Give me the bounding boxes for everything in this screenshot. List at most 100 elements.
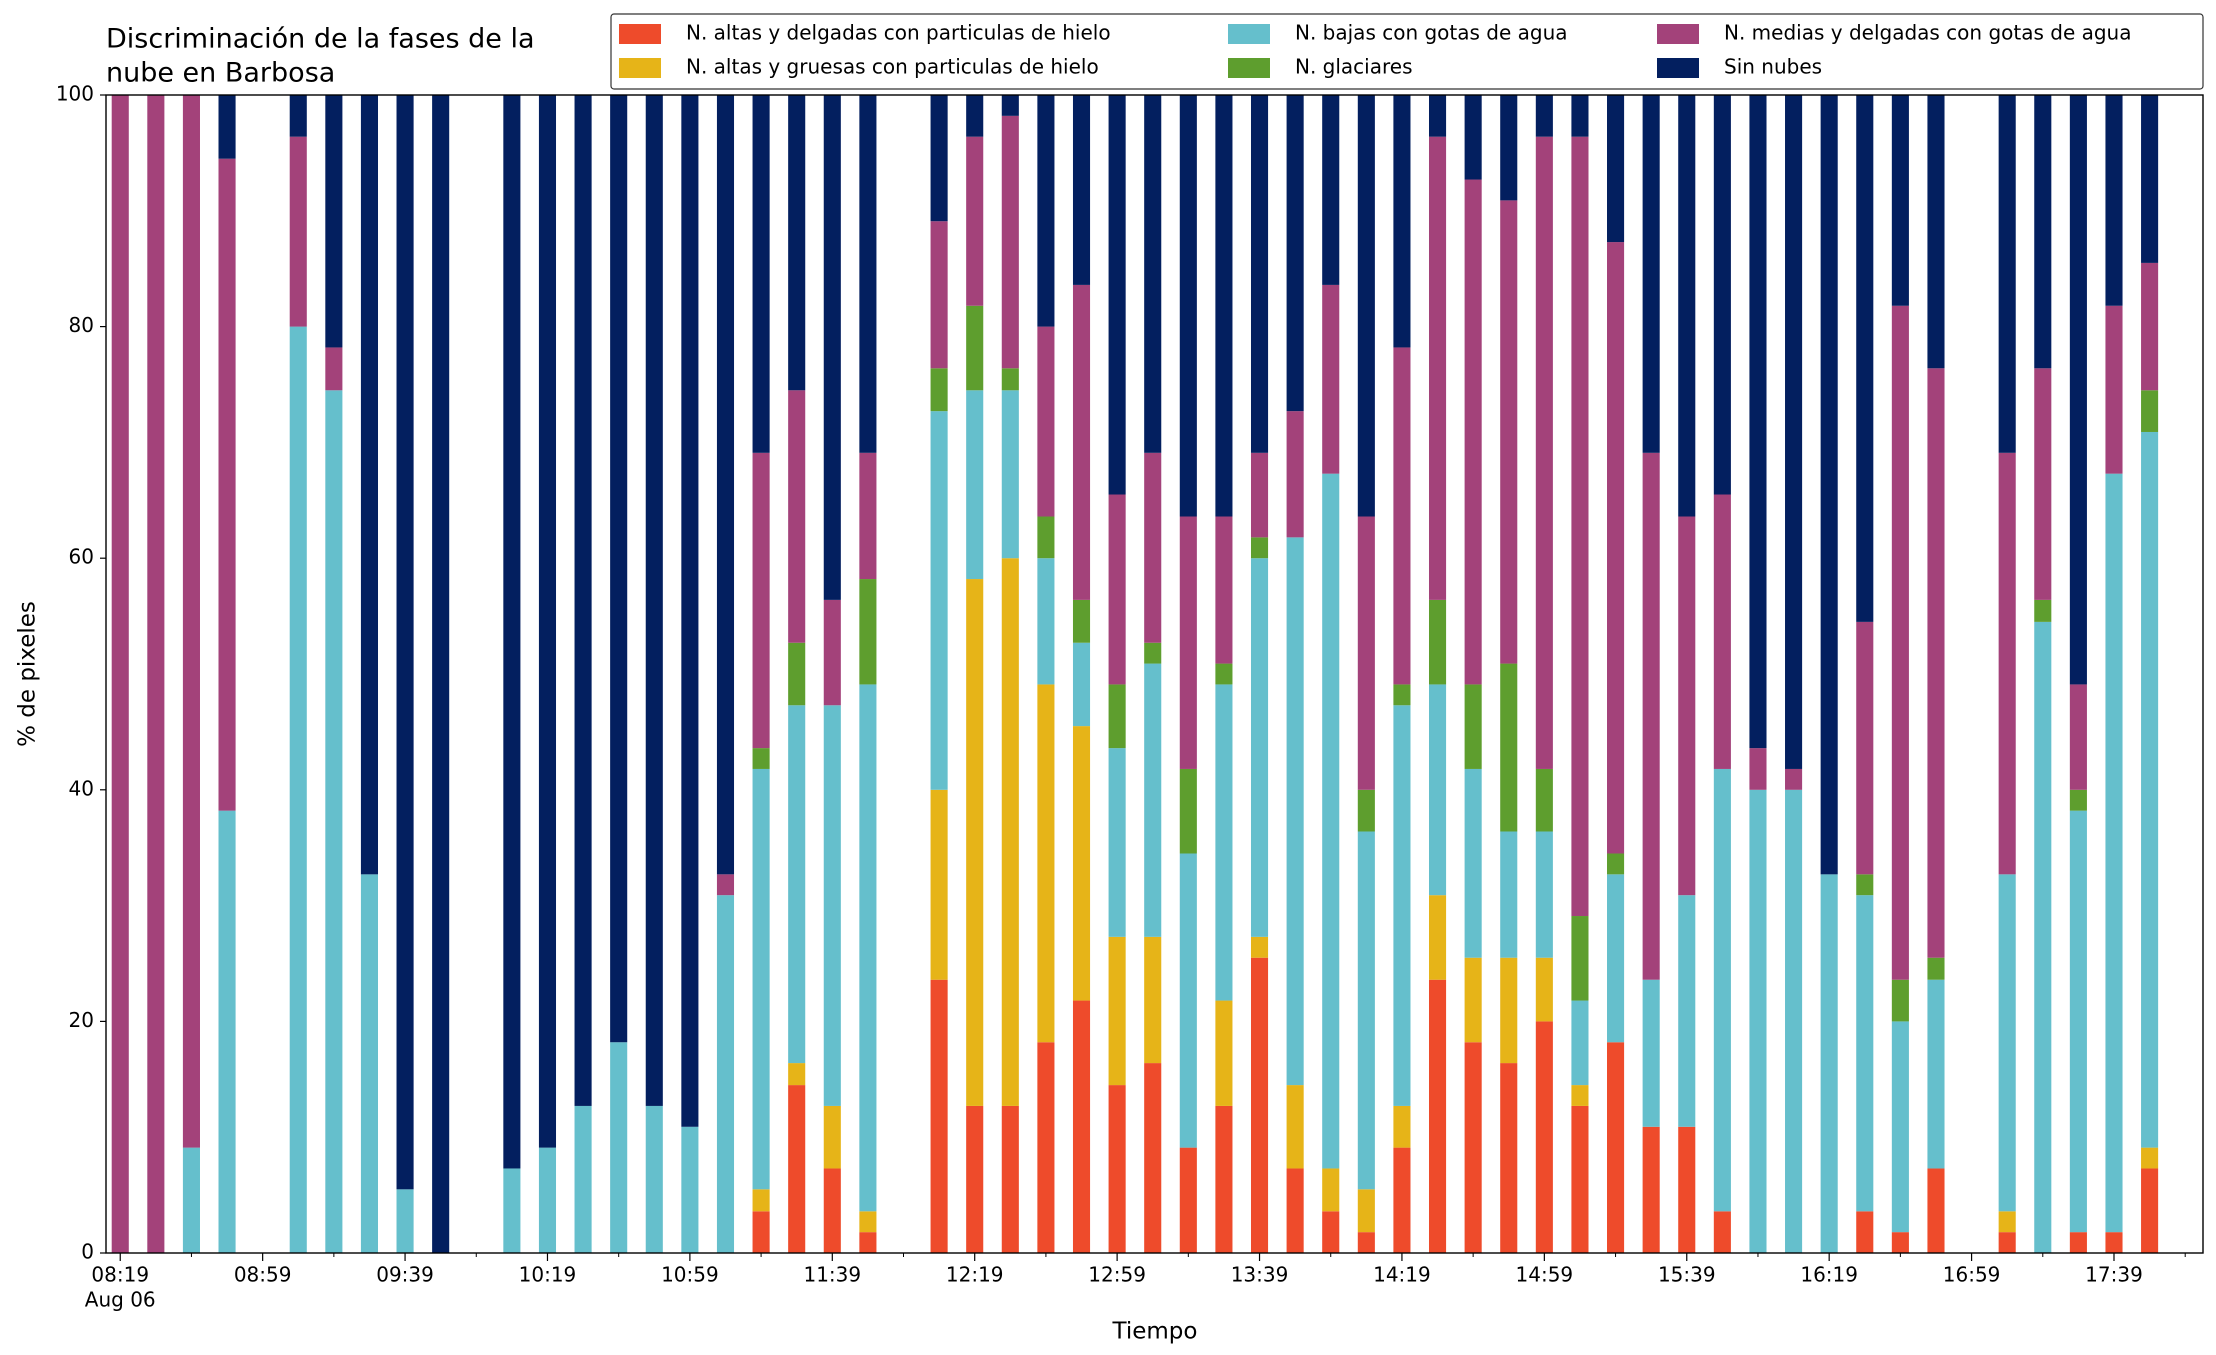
bar-segment xyxy=(1393,347,1411,685)
bar-segment xyxy=(1642,452,1660,980)
bar-segment xyxy=(1535,136,1553,769)
bar-segment xyxy=(716,874,735,896)
bar-segment xyxy=(1286,1168,1304,1253)
bar-segment xyxy=(1891,1232,1909,1253)
bar-segment xyxy=(1464,95,1482,180)
bar-segment xyxy=(930,95,948,222)
bar-segment xyxy=(788,1085,806,1253)
legend-label: N. glaciares xyxy=(1295,55,1413,79)
bar-segment xyxy=(1785,768,1803,790)
bar-segment xyxy=(2141,1168,2159,1253)
bar-segment xyxy=(1428,136,1447,600)
bar-segment xyxy=(1571,136,1589,917)
bar-segment xyxy=(2069,1232,2087,1253)
bar-segment xyxy=(1286,1085,1304,1169)
bar-segment xyxy=(1428,979,1447,1253)
bar-segment xyxy=(1072,599,1091,643)
bar-segment xyxy=(1428,895,1447,980)
legend-swatch xyxy=(1228,24,1270,44)
bar-segment xyxy=(823,1105,841,1169)
bar-segment xyxy=(2069,810,2087,1233)
bar-segment xyxy=(1820,874,1838,1253)
x-tick-label: 11:39 xyxy=(803,1263,861,1287)
bar-segment xyxy=(1571,1105,1589,1253)
bar-segment xyxy=(859,684,877,1212)
bar-segment xyxy=(2141,95,2159,263)
bar-segment xyxy=(1037,1042,1055,1253)
bar-segment xyxy=(1108,494,1126,685)
bar-segment xyxy=(966,390,984,580)
bar-segment xyxy=(2141,390,2159,432)
bar-segment xyxy=(1571,1085,1589,1106)
bar-segment xyxy=(823,599,841,706)
bar-segment xyxy=(1642,95,1660,453)
bar-segment xyxy=(1215,663,1233,685)
bar-segment xyxy=(1713,768,1731,1212)
y-tick-label: 0 xyxy=(81,1240,94,1264)
bar-segment xyxy=(859,452,877,580)
x-tick-label: 13:39 xyxy=(1231,1263,1289,1287)
bar-segment xyxy=(1500,200,1518,664)
bar-segment xyxy=(1108,95,1126,495)
bar-segment xyxy=(1144,1063,1162,1253)
bar-segment xyxy=(1179,768,1197,854)
bar-segment xyxy=(1001,390,1019,559)
bar-segment xyxy=(1678,1126,1696,1253)
bar-segment xyxy=(1108,684,1126,749)
bar-segment xyxy=(396,1189,414,1253)
bar-segment xyxy=(1998,452,2016,875)
bar-segment xyxy=(1891,1021,1909,1233)
bar-segment xyxy=(1678,895,1696,1127)
bar-segment xyxy=(1856,874,1874,896)
bar-segment xyxy=(1250,95,1269,453)
bar-segment xyxy=(1927,1168,1945,1253)
bar-segment xyxy=(111,95,129,1253)
y-tick-label: 80 xyxy=(69,313,94,337)
bar-segment xyxy=(1571,95,1589,137)
bar-segment xyxy=(1072,726,1091,1001)
x-tick-label: 12:59 xyxy=(1088,1263,1146,1287)
chart-title: nube en Barbosa xyxy=(106,58,335,89)
bar-segment xyxy=(1678,516,1696,896)
bar-segment xyxy=(930,979,948,1253)
bar-segment xyxy=(1500,663,1518,832)
bar-segment xyxy=(432,95,450,1253)
bar-segment xyxy=(1001,1105,1019,1253)
bar-segment xyxy=(1891,979,1909,1022)
bar-segment xyxy=(1749,748,1767,790)
bar-segment xyxy=(360,95,379,875)
bar-segment xyxy=(752,768,770,1190)
bar-segment xyxy=(1037,684,1055,1043)
bar-segment xyxy=(1607,242,1625,854)
bar-segment xyxy=(1393,1105,1411,1148)
x-tick-label: 08:59 xyxy=(234,1263,292,1287)
bar-segment xyxy=(1357,789,1375,832)
bar-segment xyxy=(716,95,735,875)
bar-segment xyxy=(1891,95,1909,306)
bar-segment xyxy=(218,810,236,1253)
bar-segment xyxy=(823,705,841,1106)
bar-segment xyxy=(1464,684,1482,769)
legend-swatch xyxy=(1657,24,1699,44)
bar-segment xyxy=(1749,789,1767,1253)
bar-segment xyxy=(752,748,770,769)
bar-segment xyxy=(645,95,663,1106)
bar-segment xyxy=(1286,411,1304,538)
legend-swatch xyxy=(1657,58,1699,78)
bar-segment xyxy=(966,1105,984,1253)
legend-swatch xyxy=(1228,58,1270,78)
legend-label: N. medias y delgadas con gotas de agua xyxy=(1724,21,2132,45)
bar-segment xyxy=(1535,957,1553,1022)
x-tick-label: 09:39 xyxy=(376,1263,434,1287)
bar-segment xyxy=(503,1168,521,1253)
legend-label: N. altas y delgadas con particulas de hi… xyxy=(686,21,1111,45)
bar-segment xyxy=(2141,1147,2159,1169)
bar-segment xyxy=(930,789,948,980)
bar-segment xyxy=(1500,1063,1518,1253)
bar-segment xyxy=(1357,95,1375,517)
bar-segment xyxy=(1001,368,1019,391)
bar-segment xyxy=(681,95,699,1127)
bar-segment xyxy=(859,1211,877,1233)
bar-segment xyxy=(1037,95,1055,327)
